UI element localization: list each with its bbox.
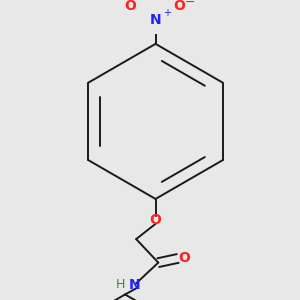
- Text: O: O: [173, 0, 185, 14]
- Text: H: H: [116, 278, 125, 291]
- Text: O: O: [125, 0, 136, 14]
- Text: O: O: [150, 213, 161, 227]
- Text: N: N: [129, 278, 141, 292]
- Text: −: −: [185, 0, 195, 9]
- Text: N: N: [150, 13, 161, 27]
- Text: O: O: [179, 251, 190, 266]
- Text: +: +: [163, 8, 171, 18]
